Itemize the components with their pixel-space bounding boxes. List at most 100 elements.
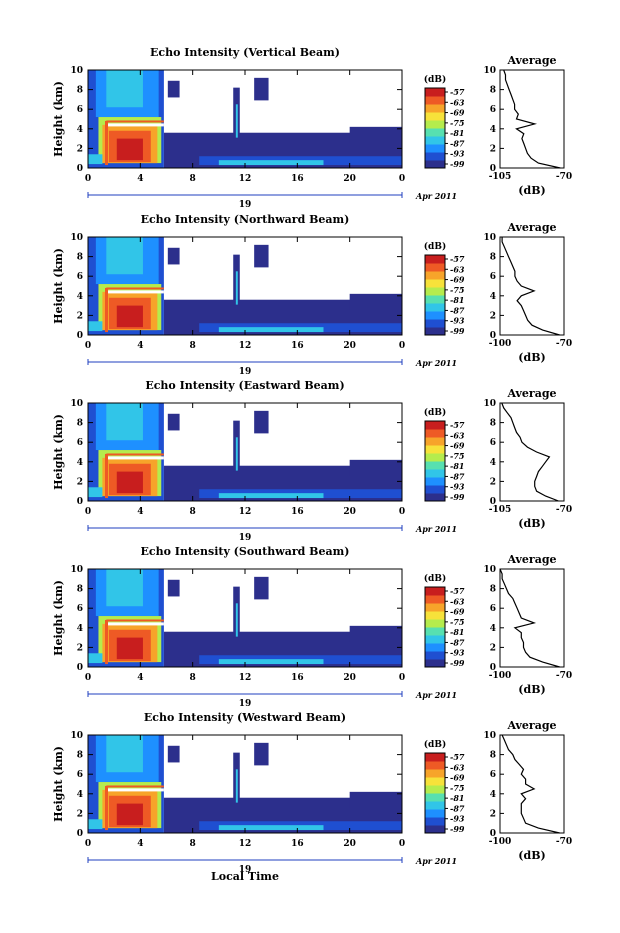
y-tick-label: 4 bbox=[77, 458, 83, 468]
echo-cloud-patch bbox=[167, 413, 180, 431]
colorbar-segment bbox=[425, 128, 445, 137]
colorbar-tick-label: -81 bbox=[450, 793, 464, 803]
y-tick-label: 4 bbox=[77, 125, 83, 135]
colorbar-tick-label: -99 bbox=[450, 824, 465, 834]
average-title: Average bbox=[506, 54, 556, 67]
x-tick-label: 8 bbox=[190, 341, 196, 351]
colorbar-segment bbox=[425, 303, 445, 312]
echo-upper-patch bbox=[349, 459, 402, 476]
x-tick-label: 12 bbox=[239, 839, 252, 849]
average-y-tick-label: 0 bbox=[490, 829, 496, 839]
colorbar-segment bbox=[425, 445, 445, 454]
x-tick-label: 0 bbox=[399, 174, 405, 184]
x-axis-label: Local Time bbox=[211, 870, 279, 883]
average-title: Average bbox=[506, 719, 556, 732]
colorbar-segment bbox=[425, 271, 445, 280]
colorbar-segment bbox=[425, 477, 445, 486]
colorbar-tick-label: -99 bbox=[450, 492, 465, 502]
average-frame bbox=[499, 402, 565, 502]
average-y-tick-label: 4 bbox=[490, 292, 496, 302]
colorbar-segment bbox=[425, 769, 445, 778]
colorbar-tick-label: -93 bbox=[450, 482, 465, 492]
x-tick-label: 4 bbox=[137, 673, 143, 683]
x-tick-label: 0 bbox=[399, 839, 405, 849]
echo-vertical-core bbox=[235, 769, 238, 803]
average-x-tick-label: -105 bbox=[489, 172, 512, 182]
echo-cloud-patch bbox=[254, 576, 269, 600]
colorbar-segment bbox=[425, 785, 445, 794]
echo-cloud-patch bbox=[254, 742, 269, 766]
date-label: Apr 2011 bbox=[415, 690, 457, 700]
colorbar-frame bbox=[424, 254, 446, 336]
average-x-tick-label: -100 bbox=[489, 837, 512, 847]
echo-vertical-core bbox=[235, 271, 238, 305]
panel-title: Echo Intensity (Westward Beam) bbox=[144, 711, 346, 724]
y-tick-label: 10 bbox=[70, 731, 83, 741]
colorbar-segment bbox=[425, 635, 445, 644]
average-x-label: (dB) bbox=[518, 184, 545, 197]
echo-surface-layer bbox=[218, 327, 324, 333]
y-tick-label: 8 bbox=[77, 751, 83, 761]
colorbar-segment bbox=[425, 777, 445, 786]
y-axis-label: Height (km) bbox=[52, 81, 65, 157]
average-x-tick-label: -70 bbox=[556, 339, 572, 349]
colorbar-tick-label: -57 bbox=[450, 420, 465, 430]
x-tick-label: 4 bbox=[137, 839, 143, 849]
average-y-tick-label: 8 bbox=[490, 585, 496, 595]
average-profile-line bbox=[501, 734, 560, 834]
colorbar-label: (dB) bbox=[424, 739, 446, 750]
day-label: 19 bbox=[239, 533, 252, 543]
colorbar-segment bbox=[425, 152, 445, 161]
colorbar-tick-label: -87 bbox=[450, 803, 465, 813]
colorbar-segment bbox=[425, 421, 445, 430]
echo-upper-patch bbox=[349, 126, 402, 143]
storm-core-max bbox=[116, 637, 143, 660]
colorbar-tick-label: -69 bbox=[450, 441, 465, 451]
y-tick-label: 6 bbox=[77, 105, 83, 115]
y-tick-label: 0 bbox=[77, 497, 83, 507]
panel-title: Echo Intensity (Northward Beam) bbox=[141, 213, 350, 226]
colorbar-tick-label: -57 bbox=[450, 586, 465, 596]
colorbar-segment bbox=[425, 659, 445, 668]
colorbar-tick-label: -75 bbox=[450, 285, 465, 295]
y-tick-label: 6 bbox=[77, 438, 83, 448]
average-y-tick-label: 2 bbox=[490, 311, 496, 321]
y-tick-label: 4 bbox=[77, 292, 83, 302]
average-y-tick-label: 8 bbox=[490, 253, 496, 263]
average-y-tick-label: 4 bbox=[490, 790, 496, 800]
average-x-tick-label: -70 bbox=[556, 505, 572, 515]
colorbar-tick-label: -81 bbox=[450, 627, 464, 637]
storm-low-left bbox=[88, 819, 103, 830]
melting-layer-line bbox=[106, 290, 164, 294]
y-tick-label: 2 bbox=[77, 643, 83, 653]
colorbar-segment bbox=[425, 295, 445, 304]
colorbar-tick-label: -81 bbox=[450, 461, 464, 471]
storm-upper-core bbox=[106, 569, 143, 607]
average-y-tick-label: 10 bbox=[483, 233, 496, 243]
day-label: 19 bbox=[239, 367, 252, 377]
x-tick-label: 20 bbox=[343, 341, 356, 351]
x-tick-label: 16 bbox=[291, 507, 304, 517]
colorbar-segment bbox=[425, 437, 445, 446]
colorbar-segment bbox=[425, 793, 445, 802]
storm-edge bbox=[105, 785, 109, 831]
average-profile-line bbox=[499, 568, 560, 668]
average-x-tick-label: -70 bbox=[556, 671, 572, 681]
storm-core-max bbox=[116, 803, 143, 826]
echo-cloud-patch bbox=[167, 80, 180, 98]
date-label: Apr 2011 bbox=[415, 358, 457, 368]
melting-layer-line bbox=[106, 622, 164, 626]
x-tick-label: 0 bbox=[85, 341, 91, 351]
storm-upper-core bbox=[106, 237, 143, 275]
colorbar-segment bbox=[425, 327, 445, 336]
colorbar-segment bbox=[425, 279, 445, 288]
colorbar-frame bbox=[424, 87, 446, 169]
colorbar-segment bbox=[425, 817, 445, 826]
colorbar-tick-label: -63 bbox=[450, 430, 465, 440]
colorbar-tick-label: -69 bbox=[450, 108, 465, 118]
colorbar-tick-label: -63 bbox=[450, 264, 465, 274]
average-y-tick-label: 10 bbox=[483, 731, 496, 741]
average-profile-line bbox=[501, 402, 559, 502]
average-x-tick-label: -100 bbox=[489, 339, 512, 349]
colorbar-segment bbox=[425, 493, 445, 502]
